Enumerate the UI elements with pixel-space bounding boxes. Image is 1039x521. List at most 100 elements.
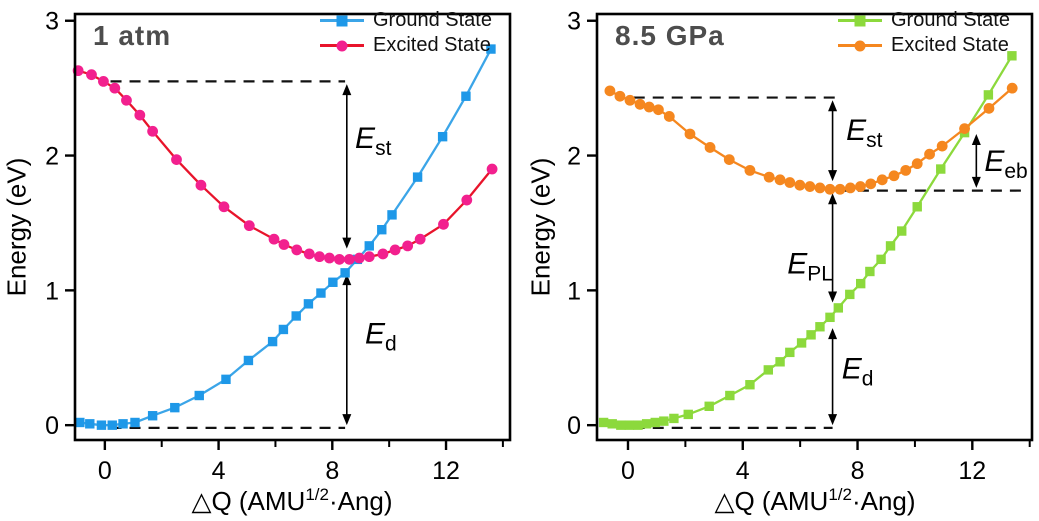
x-tick-label: 8 [325, 457, 339, 485]
energy-label-st: Est [846, 114, 883, 152]
data-point-square [936, 164, 946, 174]
x-tick-label: 12 [958, 457, 986, 485]
data-point-circle [268, 233, 280, 245]
x-tick-label: 4 [736, 457, 750, 485]
legend-item-excited-state: Excited State [320, 33, 492, 58]
series-line [603, 55, 1013, 427]
data-point-circle [486, 163, 498, 175]
plot-frame [73, 12, 512, 442]
legend-label: Ground State [373, 9, 492, 31]
data-point-circle [794, 179, 806, 191]
data-point-square [607, 419, 617, 429]
data-point-circle [936, 140, 948, 152]
y-tick-label: 2 [567, 143, 581, 171]
series-line [79, 48, 493, 427]
data-point-circle [195, 179, 207, 191]
data-point-circle [314, 251, 325, 263]
data-point-circle [343, 253, 355, 265]
y-tick-label: 0 [567, 412, 581, 440]
data-point-circle [438, 218, 449, 230]
data-point-circle [134, 109, 146, 121]
data-point-square [412, 172, 423, 182]
data-point-circle [876, 174, 888, 186]
data-point-square [303, 299, 314, 309]
data-point-circle [900, 164, 912, 176]
data-point-circle [624, 94, 636, 106]
left-x-title-pre: △Q (AMU [191, 485, 306, 516]
data-point-square [825, 312, 835, 323]
series-line [77, 69, 493, 261]
data-point-square [316, 288, 326, 298]
data-point-circle [363, 251, 375, 263]
data-point-square [885, 241, 896, 251]
energy-arrow [828, 328, 838, 426]
energy-label-PL: EPL [787, 247, 833, 285]
data-point-circle [461, 194, 473, 206]
data-point-square [130, 417, 140, 428]
series-ground-state [75, 44, 496, 430]
series-excited-state [604, 82, 1018, 195]
data-point-circle [324, 252, 335, 264]
data-point-circle [243, 220, 255, 232]
data-point-square [85, 419, 95, 429]
left-legend: Ground State Excited State [320, 8, 492, 58]
right-x-title-post: ·Ang) [851, 485, 916, 516]
data-point-square [683, 409, 693, 420]
energy-label-d: Ed [842, 353, 874, 391]
data-point-square [598, 417, 609, 428]
legend-item-ground-state: Ground State [320, 8, 492, 33]
data-point-circle [723, 154, 735, 165]
data-point-square [669, 413, 679, 424]
data-point-square [704, 401, 714, 411]
data-point-square [912, 202, 922, 212]
data-point-circle [744, 164, 756, 176]
legend-label: Ground State [891, 9, 1010, 31]
data-point-square [650, 417, 660, 428]
data-point-square [328, 277, 338, 287]
energy-arrow [828, 193, 838, 303]
data-point-circle [774, 174, 786, 186]
data-point-circle [291, 244, 303, 256]
left-x-title-post: ·Ang) [328, 485, 393, 516]
x-tick-label: 12 [432, 457, 460, 485]
data-point-square [796, 338, 807, 348]
energy-arrow [342, 274, 352, 426]
energy-label-d: Ed [365, 318, 397, 356]
legend-item-excited-state: Excited State [838, 33, 1010, 58]
energy-label-st: Est [355, 122, 392, 160]
data-point-circle [855, 181, 866, 192]
data-point-square [725, 390, 735, 401]
data-point-circle [804, 181, 816, 192]
data-point-circle [888, 170, 900, 182]
data-point-circle [704, 142, 716, 153]
data-point-square [147, 411, 158, 421]
data-point-circle [86, 69, 97, 81]
x-tick-label: 0 [98, 457, 112, 485]
data-point-square [775, 357, 785, 367]
data-point-square [221, 374, 231, 385]
data-point-circle [763, 171, 775, 183]
data-point-circle [865, 178, 877, 190]
y-tick-label: 0 [45, 412, 59, 440]
data-point-circle [604, 85, 616, 97]
data-point-square [785, 347, 795, 358]
data-point-square [633, 420, 643, 430]
data-point-square [387, 210, 397, 220]
data-point-circle [147, 125, 159, 137]
data-point-circle [834, 183, 846, 195]
data-point-square [461, 91, 471, 101]
excited-state-marker-icon [838, 38, 882, 53]
data-point-circle [218, 201, 230, 213]
plot-frame [595, 12, 1034, 442]
data-point-circle [643, 101, 655, 113]
ground-state-marker-icon [320, 13, 364, 28]
right-x-title-sup: 1/2 [828, 485, 852, 505]
data-point-square [745, 380, 755, 390]
legend-label: Excited State [891, 34, 1009, 56]
right-x-title-pre: △Q (AMU [714, 485, 829, 516]
data-point-circle [121, 94, 132, 106]
left-x-axis-title: △Q (AMU1/2·Ang) [191, 485, 392, 517]
right-legend: Ground State Excited State [838, 8, 1010, 58]
